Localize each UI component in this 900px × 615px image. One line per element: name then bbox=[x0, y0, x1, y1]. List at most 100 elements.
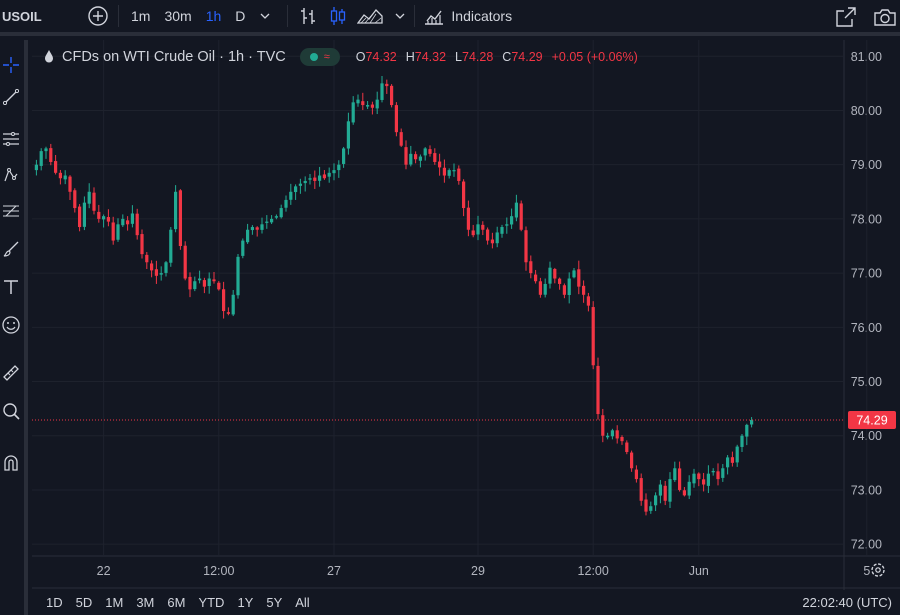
candle-body[interactable] bbox=[154, 269, 158, 276]
candle-body[interactable] bbox=[711, 470, 715, 473]
candle-body[interactable] bbox=[390, 85, 394, 106]
candle-body[interactable] bbox=[663, 485, 667, 501]
candle-body[interactable] bbox=[241, 240, 245, 256]
candle-body[interactable] bbox=[414, 154, 418, 160]
candle-body[interactable] bbox=[558, 278, 562, 284]
candle-body[interactable] bbox=[202, 280, 206, 287]
candle-body[interactable] bbox=[423, 148, 427, 156]
candle-body[interactable] bbox=[54, 161, 58, 173]
candle-body[interactable] bbox=[697, 473, 701, 480]
pattern-icon[interactable] bbox=[0, 164, 22, 186]
candle-body[interactable] bbox=[409, 153, 413, 165]
indicators-icon[interactable] bbox=[423, 7, 445, 25]
candle-body[interactable] bbox=[222, 289, 226, 312]
candle-body[interactable] bbox=[92, 192, 96, 211]
candle-body[interactable] bbox=[745, 424, 749, 437]
candle-body[interactable] bbox=[706, 473, 710, 486]
timeframe-30m[interactable]: 30m bbox=[164, 8, 192, 24]
candle-body[interactable] bbox=[270, 218, 274, 223]
candle-body[interactable] bbox=[178, 190, 182, 246]
candle-body[interactable] bbox=[116, 224, 120, 240]
text-tool-icon[interactable] bbox=[0, 276, 22, 298]
candle-body[interactable] bbox=[486, 229, 490, 241]
candle-body[interactable] bbox=[620, 437, 624, 442]
ruler-icon[interactable] bbox=[0, 362, 22, 384]
candle-body[interactable] bbox=[82, 202, 86, 227]
timeframe-1h[interactable]: 1h bbox=[205, 8, 222, 24]
candle-body[interactable] bbox=[169, 229, 173, 263]
candle-body[interactable] bbox=[150, 263, 154, 271]
candle-body[interactable] bbox=[193, 281, 197, 290]
range-1m[interactable]: 1M bbox=[105, 595, 124, 610]
candle-body[interactable] bbox=[702, 479, 706, 485]
candle-body[interactable] bbox=[322, 174, 326, 179]
range-5d[interactable]: 5D bbox=[75, 595, 93, 610]
candle-body[interactable] bbox=[44, 148, 48, 152]
candle-body[interactable] bbox=[34, 164, 38, 171]
emoji-icon[interactable] bbox=[0, 314, 22, 336]
candle-body[interactable] bbox=[294, 186, 298, 193]
candle-body[interactable] bbox=[380, 83, 384, 100]
horizontal-lines-icon[interactable] bbox=[0, 128, 22, 150]
candle-body[interactable] bbox=[610, 430, 614, 437]
candle-body[interactable] bbox=[577, 269, 581, 287]
candle-body[interactable] bbox=[337, 164, 341, 171]
candle-body[interactable] bbox=[654, 495, 658, 506]
candle-body[interactable] bbox=[433, 153, 437, 162]
candle-body[interactable] bbox=[740, 435, 744, 447]
candle-body[interactable] bbox=[140, 234, 144, 255]
candle-body[interactable] bbox=[538, 281, 542, 295]
symbol-title[interactable]: CFDs on WTI Crude Oil · 1h · TVC bbox=[62, 49, 286, 65]
candle-body[interactable] bbox=[58, 172, 62, 179]
plot-area[interactable] bbox=[32, 40, 843, 555]
candle-body[interactable] bbox=[274, 216, 278, 218]
candle-body[interactable] bbox=[217, 282, 221, 290]
candle-body[interactable] bbox=[582, 285, 586, 295]
candle-body[interactable] bbox=[428, 149, 432, 154]
timeframe-d[interactable]: D bbox=[235, 8, 246, 24]
trend-line-icon[interactable] bbox=[0, 86, 22, 108]
range-3m[interactable]: 3M bbox=[136, 595, 155, 610]
candle-body[interactable] bbox=[649, 506, 653, 511]
candle-body[interactable] bbox=[351, 102, 355, 123]
candle-body[interactable] bbox=[548, 267, 552, 284]
candle-body[interactable] bbox=[332, 170, 336, 174]
candle-body[interactable] bbox=[308, 178, 312, 180]
candle-body[interactable] bbox=[303, 180, 307, 184]
candle-body[interactable] bbox=[78, 206, 82, 228]
candle-body[interactable] bbox=[342, 148, 346, 164]
candle-body[interactable] bbox=[514, 202, 518, 218]
range-1d[interactable]: 1D bbox=[46, 595, 63, 610]
candle-body[interactable] bbox=[366, 105, 370, 107]
candle-body[interactable] bbox=[596, 365, 600, 415]
chevron-down-icon[interactable] bbox=[394, 13, 406, 19]
candle-body[interactable] bbox=[735, 446, 739, 463]
range-all[interactable]: All bbox=[295, 595, 310, 610]
candle-body[interactable] bbox=[682, 490, 686, 496]
candle-body[interactable] bbox=[639, 478, 643, 501]
candle-body[interactable] bbox=[572, 270, 576, 278]
candle-body[interactable] bbox=[658, 484, 662, 496]
candle-body[interactable] bbox=[476, 224, 480, 235]
symbol-name[interactable]: USOIL bbox=[2, 8, 42, 24]
candle-body[interactable] bbox=[399, 132, 403, 146]
candle-body[interactable] bbox=[265, 221, 269, 223]
candle-body[interactable] bbox=[327, 172, 331, 177]
candle-body[interactable] bbox=[174, 191, 178, 230]
fib-retracement-icon[interactable] bbox=[0, 200, 22, 222]
candle-body[interactable] bbox=[586, 296, 590, 306]
candle-body[interactable] bbox=[212, 279, 216, 282]
candle-body[interactable] bbox=[553, 269, 557, 279]
add-symbol-icon[interactable] bbox=[86, 4, 110, 28]
candle-body[interactable] bbox=[159, 273, 163, 275]
range-6m[interactable]: 6M bbox=[167, 595, 186, 610]
candle-body[interactable] bbox=[721, 468, 725, 478]
candle-body[interactable] bbox=[250, 227, 254, 231]
candle-body[interactable] bbox=[495, 232, 499, 244]
crosshair-icon[interactable] bbox=[0, 54, 22, 76]
candle-body[interactable] bbox=[145, 254, 149, 263]
candle-body[interactable] bbox=[102, 216, 106, 220]
indicators-button[interactable]: Indicators bbox=[451, 8, 513, 24]
candle-body[interactable] bbox=[730, 457, 734, 463]
range-1y[interactable]: 1Y bbox=[237, 595, 254, 610]
